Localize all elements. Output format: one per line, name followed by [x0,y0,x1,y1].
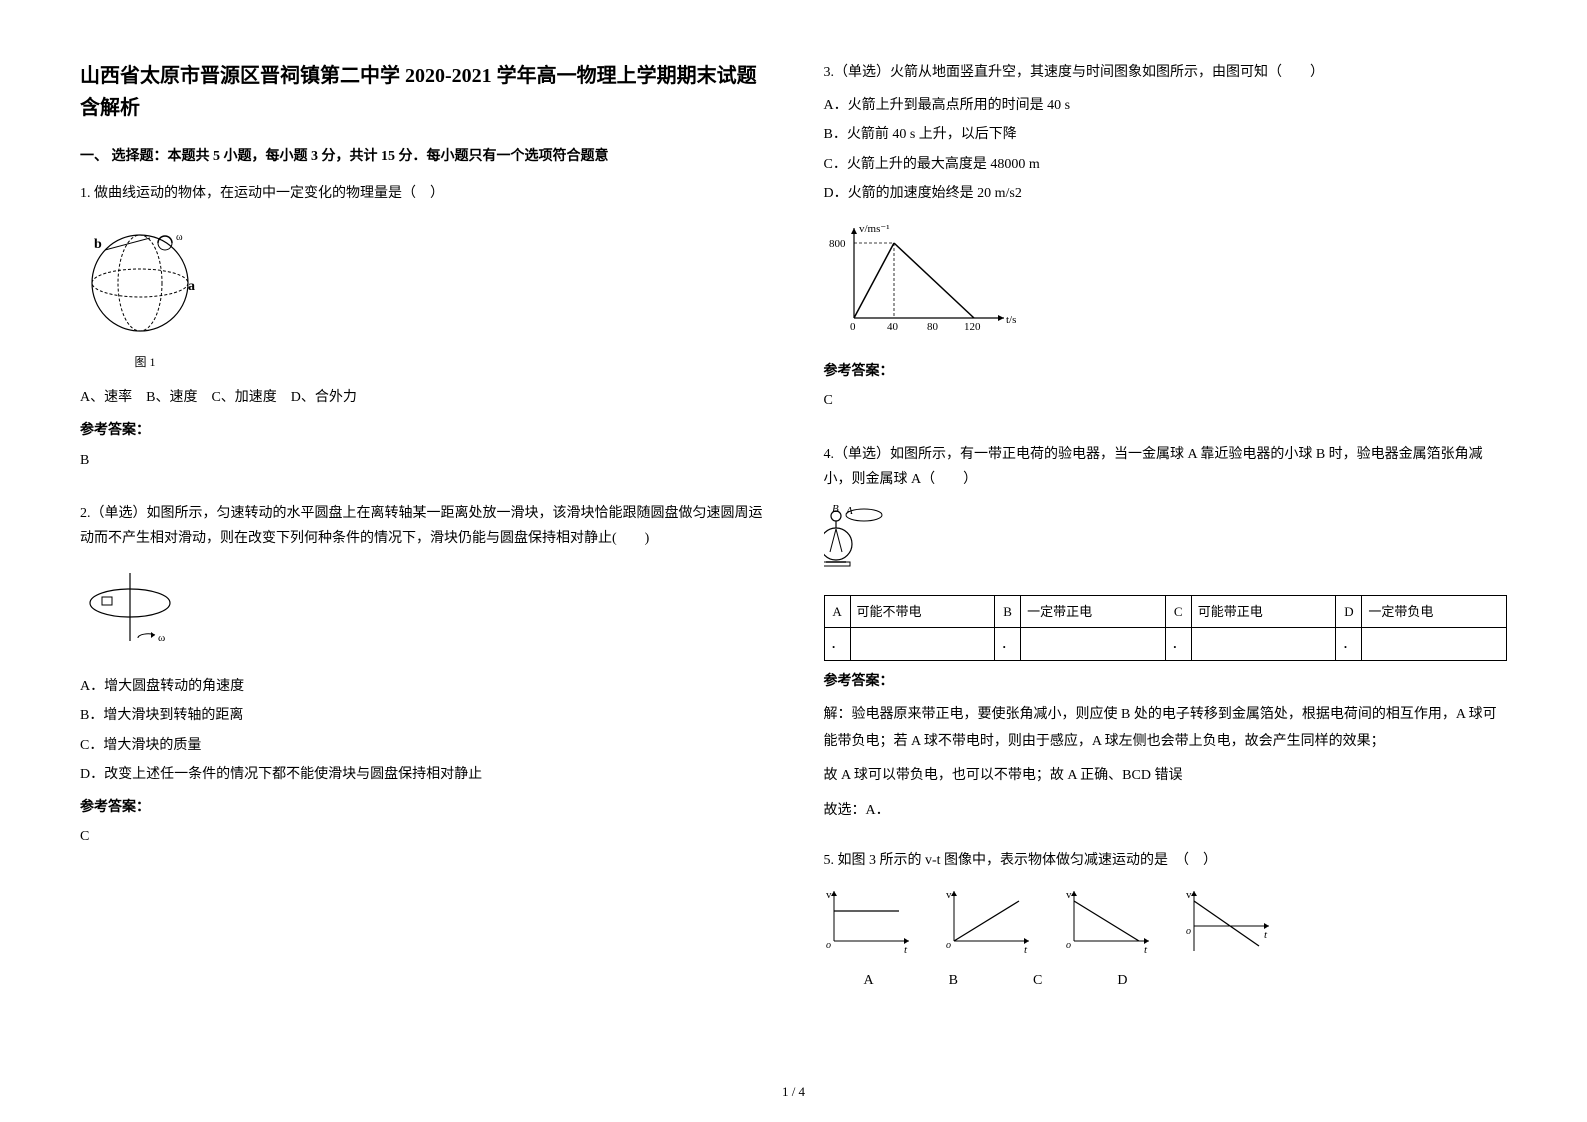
question-2-answer-label: 参考答案： [80,795,764,820]
svg-text:v: v [1186,889,1192,901]
question-5: 5. 如图 3 所示的 v-t 图像中，表示物体做匀减速运动的是 （ ） v t … [824,848,1508,992]
question-2: 2.（单选）如图所示，匀速转动的水平圆盘上在离转轴某一距离处放一滑块，该滑块恰能… [80,501,764,862]
vt-label-b: B [949,968,958,993]
question-4-solution-3: 故选：A． [824,798,1508,825]
table-cell-dot-3: ． [1165,628,1191,660]
vt-label-d: D [1117,968,1127,993]
svg-text:b: b [94,237,102,252]
page-number: 1 / 4 [80,1080,1507,1103]
question-3-option-b: B．火箭前 40 s 上升，以后下降 [824,122,1508,147]
svg-text:v: v [1066,889,1072,901]
question-2-option-d: D．改变上述任一条件的情况下都不能使滑块与圆盘保持相对静止 [80,762,764,787]
table-cell-d-text: 一定带负电 [1362,596,1507,628]
svg-text:80: 80 [927,321,939,333]
question-3-option-a: A．火箭上升到最高点所用的时间是 40 s [824,93,1508,118]
question-2-option-c: C．增大滑块的质量 [80,733,764,758]
table-cell-a-label: A [824,596,850,628]
table-cell-c-label: C [1165,596,1191,628]
svg-text:v: v [826,889,832,901]
question-4-text: 4.（单选）如图所示，有一带正电荷的验电器，当一金属球 A 靠近验电器的小球 B… [824,442,1508,492]
question-3-option-d: D．火箭的加速度始终是 20 m/s2 [824,181,1508,206]
vt-labels-row: A B C D [864,968,1508,993]
table-cell-c-text: 可能带正电 [1191,596,1336,628]
table-cell-dot-4: ． [1336,628,1362,660]
table-cell-a-text: 可能不带电 [850,596,995,628]
exam-title: 山西省太原市晋源区晋祠镇第二中学 2020-2021 学年高一物理上学期期末试题… [80,60,764,124]
page-container: 山西省太原市晋源区晋祠镇第二中学 2020-2021 学年高一物理上学期期末试题… [80,60,1507,1060]
question-5-text: 5. 如图 3 所示的 v-t 图像中，表示物体做匀减速运动的是 （ ） [824,848,1508,873]
question-4: 4.（单选）如图所示，有一带正电荷的验电器，当一金属球 A 靠近验电器的小球 B… [824,442,1508,833]
svg-text:t: t [1024,944,1028,956]
svg-text:a: a [188,279,195,294]
question-2-option-b: B．增大滑块到转轴的距离 [80,703,764,728]
question-3: 3.（单选）火箭从地面竖直升空，其速度与时间图象如图所示，由图可知（ ） A．火… [824,60,1508,426]
question-4-answer-label: 参考答案： [824,669,1508,694]
vt-graph-b: v t o [944,886,1034,956]
right-column: 3.（单选）火箭从地面竖直升空，其速度与时间图象如图所示，由图可知（ ） A．火… [824,60,1508,1060]
sphere-figure-svg: b a ω [80,218,210,338]
vt-label-c: C [1033,968,1042,993]
question-3-answer-label: 参考答案： [824,359,1508,384]
left-column: 山西省太原市晋源区晋祠镇第二中学 2020-2021 学年高一物理上学期期末试题… [80,60,764,1060]
svg-text:B: B [832,504,839,515]
question-4-figure: B A [824,504,1508,583]
svg-text:v: v [946,889,952,901]
svg-text:t: t [904,944,908,956]
question-2-answer: C [80,824,764,849]
question-3-option-c: C．火箭上升的最大高度是 48000 m [824,152,1508,177]
disk-figure-svg: ω [80,563,190,653]
vt-graph-d: v t o [1184,886,1274,956]
vt-graph-c: v t o [1064,886,1154,956]
table-cell-b-label: B [995,596,1021,628]
question-4-choice-table: A 可能不带电 B 一定带正电 C 可能带正电 D 一定带负电 ． ． ． ． [824,595,1508,661]
xlabel: t/s [1006,314,1016,326]
question-4-solution-2: 故 A 球可以带负电，也可以不带电；故 A 正确、BCD 错误 [824,763,1508,790]
question-3-answer: C [824,388,1508,413]
svg-text:800: 800 [829,238,846,250]
section-1-header: 一、 选择题：本题共 5 小题，每小题 3 分，共计 15 分．每小题只有一个选… [80,144,764,169]
question-1-answer-label: 参考答案： [80,418,764,443]
svg-text:ω: ω [176,232,183,243]
svg-text:120: 120 [964,321,981,333]
question-3-text: 3.（单选）火箭从地面竖直升空，其速度与时间图象如图所示，由图可知（ ） [824,60,1508,85]
question-1-figure: b a ω 图 1 [80,218,764,373]
figure-1-label: 图 1 [80,352,210,374]
question-1-text: 1. 做曲线运动的物体，在运动中一定变化的物理量是（ ） [80,181,764,206]
electroscope-figure-svg: B A [824,504,914,574]
vt-label-a: A [864,968,874,993]
ylabel: v/ms⁻¹ [859,223,890,235]
question-1-options: A、速率 B、速度 C、加速度 D、合外力 [80,385,764,410]
question-1-answer: B [80,448,764,473]
svg-text:o: o [946,940,951,951]
table-cell-b-text: 一定带正电 [1021,596,1166,628]
svg-text:o: o [1186,926,1191,937]
table-cell-dot-1: ． [824,628,850,660]
svg-text:o: o [1066,940,1071,951]
svg-text:40: 40 [887,321,899,333]
question-1: 1. 做曲线运动的物体，在运动中一定变化的物理量是（ ） b a ω 图 1 A… [80,181,764,485]
vt-graph-a: v t o [824,886,914,956]
velocity-time-chart-svg: v/ms⁻¹ t/s 800 0 40 80 120 [824,218,1024,338]
question-2-option-a: A．增大圆盘转动的角速度 [80,674,764,699]
svg-text:ω: ω [158,632,165,644]
table-cell-dot-2: ． [995,628,1021,660]
question-4-solution-1: 解：验电器原来带正电，要使张角减小，则应使 B 处的电子转移到金属箔处，根据电荷… [824,702,1508,755]
question-3-figure: v/ms⁻¹ t/s 800 0 40 80 120 [824,218,1508,347]
svg-text:o: o [826,940,831,951]
table-cell-d-label: D [1336,596,1362,628]
svg-text:0: 0 [850,321,856,333]
vt-graphs-container: v t o v t o v t o [824,886,1508,956]
question-2-text: 2.（单选）如图所示，匀速转动的水平圆盘上在离转轴某一距离处放一滑块，该滑块恰能… [80,501,764,551]
question-2-figure: ω [80,563,764,662]
svg-text:t: t [1144,944,1148,956]
svg-text:t: t [1264,929,1268,941]
